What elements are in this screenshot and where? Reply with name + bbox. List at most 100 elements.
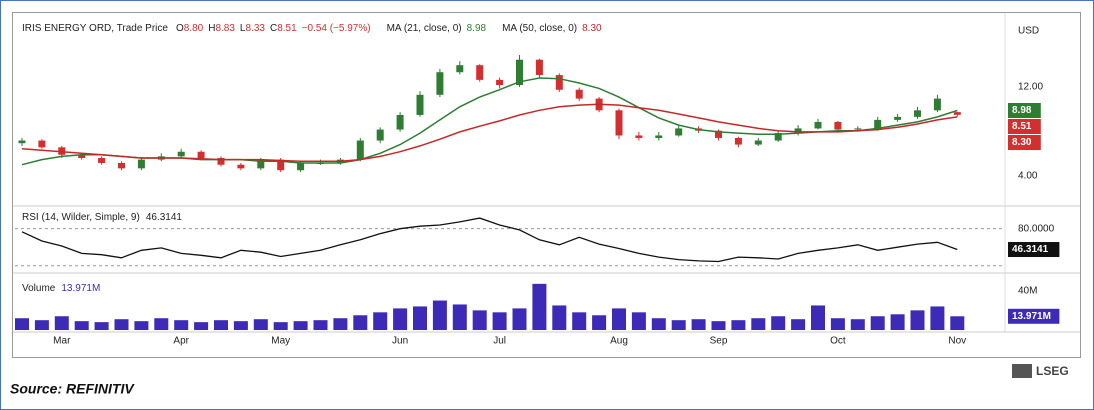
volume-bar — [671, 320, 686, 330]
volume-bar — [592, 315, 607, 330]
volume-bar — [572, 312, 587, 330]
candle-body — [555, 75, 563, 90]
candle-body — [715, 130, 722, 138]
candle-body — [794, 128, 802, 134]
volume-bar — [771, 316, 786, 330]
volume-bar — [950, 316, 965, 330]
volume-bar — [313, 320, 328, 330]
volume-bar — [432, 300, 447, 330]
value-tag-label: 13.971M — [1012, 311, 1051, 322]
candle-body — [297, 163, 305, 171]
panel-header: RSI (14, Wilder, Simple, 9) 46.3141 — [22, 212, 182, 223]
value-tag — [1008, 119, 1041, 135]
volume-bar — [711, 321, 726, 330]
candle-body — [38, 140, 46, 148]
price-change: −0.54 (−5.97%) — [302, 23, 371, 34]
candle-body — [516, 59, 523, 85]
volume-bar — [691, 319, 706, 330]
volume-bar — [34, 320, 49, 330]
volume-bar — [870, 316, 885, 330]
candle-body — [874, 119, 882, 129]
volume-bar — [492, 312, 507, 330]
volume-bar — [114, 319, 129, 330]
volume-bar — [373, 312, 388, 330]
volume-bar — [890, 314, 905, 330]
legend-entry: RSI (14, Wilder, Simple, 9) — [22, 212, 140, 223]
source: Source: REFINITIV — [10, 381, 135, 397]
candle-body — [635, 135, 643, 138]
volume-bar — [910, 310, 925, 330]
x-tick-label: May — [271, 336, 290, 347]
candle-body — [376, 129, 384, 141]
ohlc-label: 8.51 — [277, 23, 297, 34]
candle-body — [118, 163, 125, 169]
candle-body — [257, 159, 265, 169]
y-tick-label: 80.0000 — [1018, 223, 1055, 234]
candle-body — [814, 121, 822, 129]
ohlc-label: 8.33 — [245, 23, 265, 34]
candle-body — [655, 135, 663, 138]
logo-text: LSEG — [1036, 364, 1069, 378]
volume-bar — [174, 320, 189, 330]
volume-bar — [134, 321, 149, 330]
candle-body — [774, 133, 782, 141]
x-tick-label: Sep — [710, 336, 728, 347]
value-tag — [1008, 135, 1041, 151]
volume-bar — [94, 322, 109, 330]
value-tag — [1008, 242, 1060, 258]
y-tick-label: 12.00 — [1018, 82, 1043, 93]
volume-bar — [413, 306, 427, 330]
y-tick-label: 4.00 — [1018, 171, 1038, 182]
x-tick-label: Jul — [493, 336, 506, 347]
candle-body — [436, 72, 444, 95]
candle-body — [914, 110, 921, 117]
volume-bar — [233, 321, 248, 330]
logo: LSEG — [1012, 364, 1069, 378]
x-tick-label: Oct — [830, 336, 846, 347]
volume-bar — [850, 319, 865, 330]
legend-entry: MA (50, close, 0) — [502, 23, 577, 34]
candle-body — [78, 154, 86, 158]
panel-header: IRIS ENERGY ORD, Trade Price O8.80 H8.83 L8… — [22, 23, 602, 34]
volume-bar — [54, 316, 69, 330]
candle-body — [535, 59, 543, 76]
candle-body — [197, 151, 205, 158]
volume-bar — [15, 318, 29, 330]
candle-body — [675, 128, 683, 136]
volume-bar — [751, 318, 766, 330]
volume-bar — [791, 319, 806, 330]
volume-bar — [552, 305, 567, 330]
candle-body — [894, 116, 902, 120]
candle-body — [137, 159, 145, 169]
volume-bar — [830, 318, 845, 330]
candle-body — [416, 94, 424, 115]
legend-value: 8.30 — [582, 23, 602, 34]
volume-bar — [273, 322, 288, 330]
candle-body — [217, 157, 225, 165]
volume-bar — [811, 305, 825, 330]
candle-body — [476, 65, 484, 80]
legend-entry: Volume — [22, 283, 56, 294]
candle-body — [277, 159, 285, 171]
candle-body — [237, 164, 245, 169]
volume-bar — [532, 283, 547, 330]
ohlc-label: 8.80 — [184, 23, 204, 34]
y-tick-label: 40M — [1018, 285, 1037, 296]
candle-body — [177, 151, 185, 157]
volume-bar — [930, 306, 945, 330]
volume-bar — [472, 310, 487, 330]
volume-bar — [253, 319, 268, 330]
candle-body — [496, 79, 504, 85]
volume-bar — [154, 318, 169, 330]
value-tag-label: 8.30 — [1012, 137, 1032, 148]
candle-body — [834, 121, 842, 130]
value-tag — [1008, 308, 1060, 324]
volume-bar — [333, 318, 348, 330]
instrument-name: IRIS ENERGY ORD, Trade Price — [22, 23, 168, 34]
rsi-line — [21, 217, 958, 263]
legend-value: 8.98 — [467, 23, 487, 34]
volume-bar — [512, 308, 527, 330]
volume-bar — [452, 304, 467, 330]
candle-body — [98, 157, 106, 164]
candle-body — [933, 98, 941, 111]
